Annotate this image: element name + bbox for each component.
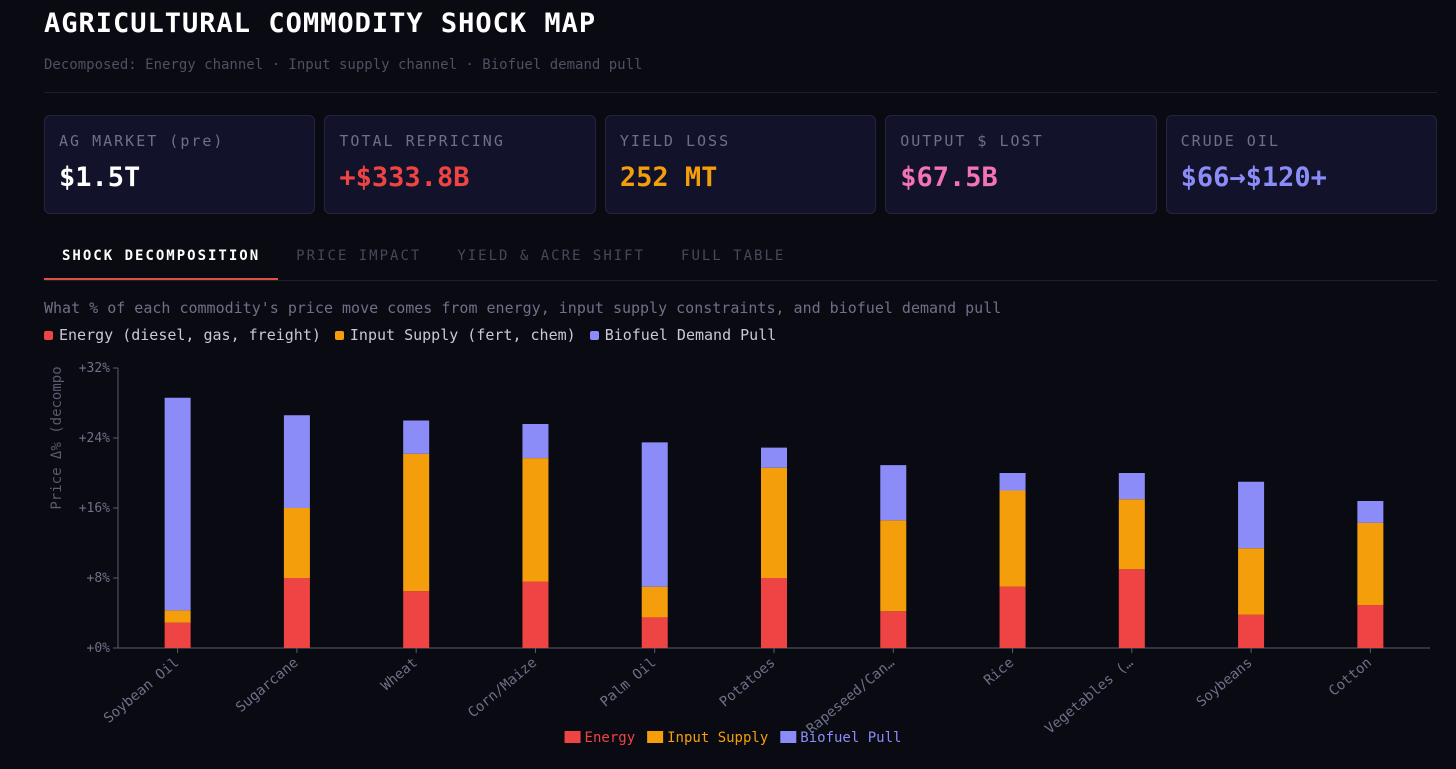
header-divider <box>44 92 1437 93</box>
bar-segment-biofuel-pull <box>1118 473 1145 500</box>
stat-card-value: $66→$120+ <box>1180 162 1327 193</box>
stat-card-output-lost: OUTPUT $ LOST $67.5B <box>885 115 1157 214</box>
y-tick-label: +16% <box>79 501 110 516</box>
x-tick-label: Rice <box>981 655 1017 689</box>
bar-segment-energy <box>880 611 907 648</box>
x-tick-label: Potatoes <box>717 655 779 711</box>
biofuel-swatch-icon <box>589 330 599 340</box>
x-tick-label: Palm Oil <box>597 655 659 711</box>
bar-segment-biofuel-pull <box>522 424 549 459</box>
bar-segment-input-supply <box>761 467 787 578</box>
x-tick-label: Sugarcane <box>233 655 301 716</box>
bar-segment-energy <box>999 586 1026 648</box>
bar-segment-input-supply <box>522 458 549 582</box>
bar-segment-biofuel-pull <box>641 442 668 587</box>
bar-segment-input-supply <box>164 610 191 623</box>
stat-card-value: 252 MT <box>619 162 718 193</box>
stat-card-total-repricing: TOTAL REPRICING +$333.8B <box>324 115 596 214</box>
x-tick-label: Vegetables (… <box>1042 655 1136 738</box>
bar-segment-energy <box>522 581 549 648</box>
stat-card-ag-market: AG MARKET (pre) $1.5T <box>44 115 316 214</box>
tab-full-table[interactable]: FULL TABLE <box>681 248 786 264</box>
tab-shock-decomposition[interactable]: SHOCK DECOMPOSITION <box>44 238 279 280</box>
stat-card-crude-oil: CRUDE OIL $66→$120+ <box>1165 115 1438 214</box>
bar-segment-energy <box>761 578 787 648</box>
legend-label: Biofuel Demand Pull <box>604 326 777 344</box>
bar-segment-input-supply <box>1238 548 1265 615</box>
bar-segment-energy <box>164 622 191 648</box>
bar-segment-input-supply <box>641 586 668 618</box>
stat-card-value: $67.5B <box>900 162 998 193</box>
stat-card-label: YIELD LOSS <box>619 132 731 150</box>
bar-segment-input-supply <box>403 453 430 592</box>
legend-label: Biofuel Pull <box>800 730 901 746</box>
page-subtitle: Decomposed: Energy channel · Input suppl… <box>44 57 643 73</box>
bar-segment-biofuel-pull <box>880 465 907 521</box>
x-tick-label: Cotton <box>1326 655 1375 700</box>
stat-cards: AG MARKET (pre) $1.5T TOTAL REPRICING +$… <box>44 115 1438 214</box>
legend-label: Input Supply (fert, chem) <box>349 326 576 344</box>
y-tick-label: +32% <box>79 361 110 376</box>
bar-segment-biofuel-pull <box>761 447 787 468</box>
bar-segment-input-supply <box>1357 522 1384 606</box>
x-tick-label: Corn/Maize <box>465 655 540 721</box>
stat-card-label: AG MARKET (pre) <box>59 132 225 150</box>
energy-swatch-icon <box>44 330 53 340</box>
tab-yield-acre-shift[interactable]: YIELD & ACRE SHIFT <box>457 248 646 264</box>
legend-label: Energy (diesel, gas, freight) <box>59 326 321 344</box>
tab-bar: SHOCK DECOMPOSITION PRICE IMPACT YIELD &… <box>44 238 803 280</box>
bar-segment-energy <box>641 617 668 648</box>
legend-swatch-icon <box>564 731 581 743</box>
bar-segment-biofuel-pull <box>1238 481 1265 549</box>
tab-price-impact[interactable]: PRICE IMPACT <box>296 248 422 264</box>
y-tick-label: +0% <box>87 641 111 656</box>
stat-card-label: TOTAL REPRICING <box>339 132 505 150</box>
bar-segment-energy <box>1238 614 1265 648</box>
page-title: AGRICULTURAL COMMODITY SHOCK MAP <box>44 8 597 39</box>
bar-segment-input-supply <box>283 508 310 578</box>
stat-card-label: CRUDE OIL <box>1180 132 1280 150</box>
legend-label: Input Supply <box>667 730 768 746</box>
tabs-divider <box>44 280 1437 281</box>
stat-card-value: $1.5T <box>59 162 141 193</box>
stat-card-yield-loss: YIELD LOSS 252 MT <box>604 115 877 214</box>
bar-segment-biofuel-pull <box>1357 501 1384 523</box>
chart-description: What % of each commodity's price move co… <box>44 299 1002 317</box>
y-tick-label: +8% <box>87 571 111 586</box>
y-axis-title: Price Δ% (decompo <box>49 366 65 509</box>
bar-segment-energy <box>1357 605 1384 648</box>
y-tick-label: +24% <box>79 431 110 446</box>
bar-segment-energy <box>1118 569 1145 648</box>
bar-segment-input-supply <box>880 520 907 612</box>
channel-legend: Energy (diesel, gas, freight) Input Supp… <box>44 326 776 344</box>
input-supply-swatch-icon <box>334 330 344 340</box>
bar-segment-biofuel-pull <box>999 473 1026 491</box>
stat-card-value: +$333.8B <box>339 162 470 193</box>
x-tick-label: Soybean Oil <box>101 655 182 727</box>
bar-segment-energy <box>403 591 430 648</box>
bar-segment-input-supply <box>999 490 1026 587</box>
x-tick-label: Soybeans <box>1194 655 1256 711</box>
bar-segment-biofuel-pull <box>164 397 191 611</box>
bar-segment-biofuel-pull <box>283 415 310 508</box>
x-tick-label: Wheat <box>378 655 421 694</box>
legend-swatch-icon <box>780 731 797 743</box>
stat-card-label: OUTPUT $ LOST <box>900 132 1044 150</box>
legend-item-input-supply: Input Supply (fert, chem) <box>334 326 576 344</box>
x-tick-label: Rapeseed/Can… <box>804 655 898 738</box>
legend-label: Energy <box>585 730 636 746</box>
legend-item-biofuel: Biofuel Demand Pull <box>589 326 777 344</box>
bar-segment-input-supply <box>1118 499 1145 570</box>
bar-segment-biofuel-pull <box>403 420 430 454</box>
legend-swatch-icon <box>647 731 664 743</box>
bar-segment-energy <box>283 578 310 648</box>
legend-item-energy: Energy (diesel, gas, freight) <box>44 326 321 344</box>
